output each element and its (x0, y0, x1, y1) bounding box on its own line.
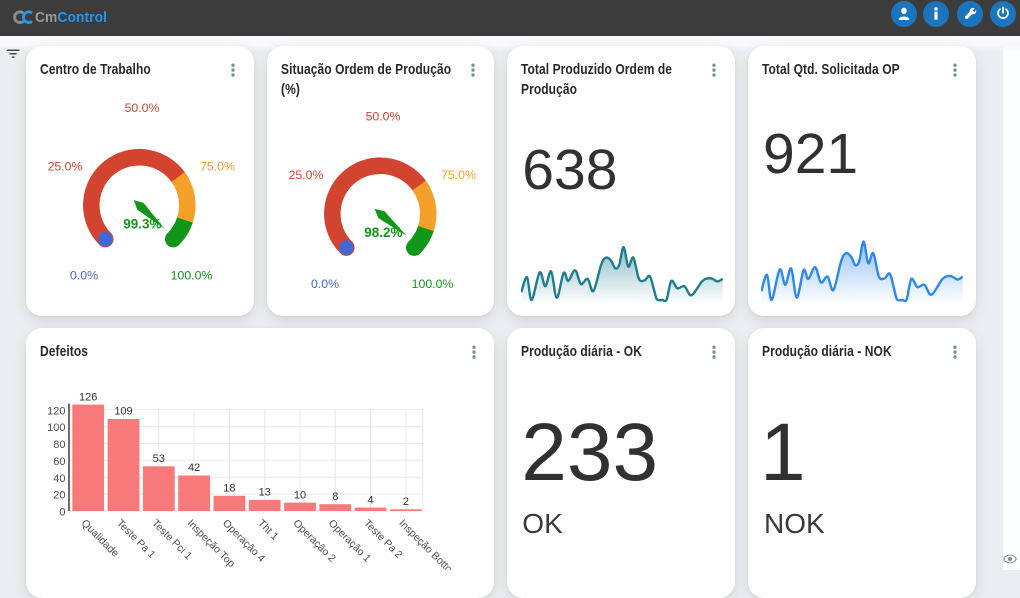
svg-text:99.3%: 99.3% (123, 216, 161, 231)
svg-text:60: 60 (53, 456, 65, 468)
svg-text:50.0%: 50.0% (365, 110, 400, 124)
svg-text:25.0%: 25.0% (288, 168, 323, 182)
svg-text:Tht 1: Tht 1 (255, 517, 281, 543)
svg-text:13: 13 (259, 487, 271, 499)
svg-text:40: 40 (53, 473, 65, 485)
svg-text:50.0%: 50.0% (125, 101, 160, 115)
svg-text:18: 18 (223, 483, 235, 495)
svg-text:120: 120 (47, 405, 65, 417)
svg-text:25.0%: 25.0% (48, 160, 83, 174)
svg-text:Inspeção Bottom: Inspeção Bottom (396, 517, 460, 570)
svg-text:75.0%: 75.0% (441, 168, 476, 182)
svg-text:98.2%: 98.2% (364, 225, 402, 240)
svg-text:42: 42 (188, 462, 200, 474)
svg-text:109: 109 (114, 406, 132, 418)
svg-text:75.0%: 75.0% (200, 160, 235, 174)
svg-text:100.0%: 100.0% (171, 269, 213, 283)
svg-text:53: 53 (153, 453, 165, 465)
svg-text:2: 2 (403, 496, 409, 508)
svg-text:0.0%: 0.0% (70, 269, 98, 283)
svg-text:4: 4 (368, 494, 374, 506)
svg-text:10: 10 (294, 489, 306, 501)
svg-text:100.0%: 100.0% (411, 277, 453, 291)
svg-text:80: 80 (53, 439, 65, 451)
svg-text:100: 100 (47, 422, 65, 434)
svg-text:0.0%: 0.0% (311, 277, 339, 291)
svg-text:8: 8 (332, 491, 338, 503)
svg-text:20: 20 (53, 490, 65, 502)
svg-text:126: 126 (79, 391, 97, 403)
svg-text:0: 0 (59, 507, 65, 519)
